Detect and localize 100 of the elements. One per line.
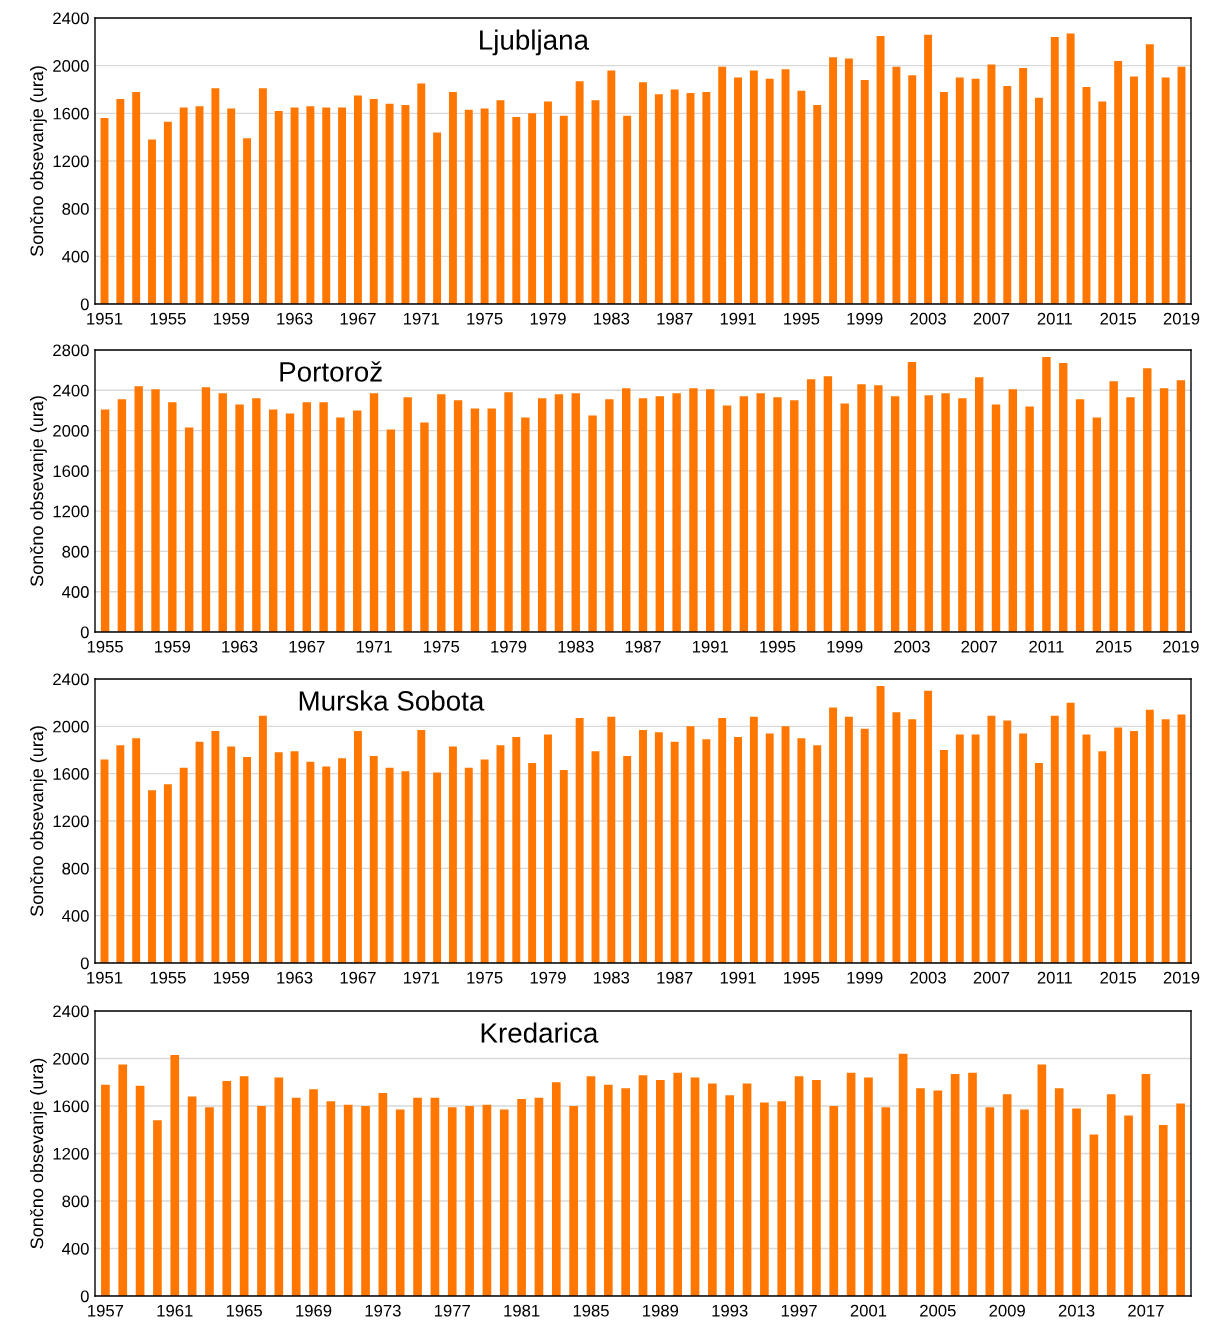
bar [1176,380,1186,632]
x-tick-label: 2011 [1037,971,1072,984]
x-tick-label: 2007 [961,640,997,653]
y-tick-label: 800 [62,1195,89,1208]
x-tick-label: 1955 [150,971,186,984]
bar [378,1092,388,1296]
bar [971,78,980,304]
x-tick-label: 1987 [657,312,693,325]
bar [1176,1103,1185,1296]
bar [179,767,188,963]
bar [326,1101,336,1296]
bar [306,761,315,963]
y-tick-label: 2000 [53,424,89,437]
bar [417,83,426,304]
x-tick-label: 2013 [1058,1304,1095,1317]
bar [274,1077,284,1296]
bar [892,712,901,963]
x-tick-label: 1977 [434,1304,470,1317]
bar [881,1107,891,1296]
x-tick-label: 2001 [850,1304,887,1317]
bar [163,121,172,304]
x-tick-label: 1979 [530,971,566,984]
bar [605,399,614,632]
x-tick-label: 1959 [213,312,249,325]
bar [205,1107,214,1296]
bar [290,107,299,304]
x-tick-label: 2005 [920,1304,956,1317]
y-tick-label: 2800 [53,344,89,357]
bar [898,1053,908,1296]
bar [464,109,473,304]
bar [132,738,141,963]
chart-title: Kredarica [481,1022,599,1043]
x-tick-label: 1969 [296,1304,332,1317]
bar [420,422,429,632]
bar [521,417,530,632]
bar [844,716,853,963]
x-tick-label: 1955 [87,640,123,653]
x-tick-label: 1971 [356,640,392,653]
y-tick-label: 2000 [53,720,89,733]
bar [417,729,426,963]
bar [361,1106,370,1296]
bar [1066,33,1075,304]
bar [797,90,806,304]
bar [1089,1134,1099,1296]
x-tick-label: 1959 [213,971,249,984]
bar [268,409,278,632]
bar [773,397,782,632]
bar [765,733,774,963]
bar [544,734,552,963]
bar [322,107,331,304]
bar [448,746,457,963]
x-tick-label: 1963 [277,312,313,325]
bar [1025,406,1034,632]
y-tick-label: 2400 [53,12,89,25]
bar [1158,1125,1168,1296]
bar [725,1095,735,1296]
bar [559,115,568,304]
bar [955,77,964,304]
bar [924,690,933,963]
x-tick-label: 2011 [1037,312,1072,325]
y-tick-label: 2400 [53,1005,89,1018]
bar [464,767,473,963]
bar [218,393,227,632]
bar [302,402,312,632]
bar [369,755,378,963]
y-tick-label: 2000 [53,1052,89,1065]
bar [689,388,698,632]
bar [702,739,711,963]
y-tick-label: 1600 [53,107,89,120]
bar [1019,68,1028,304]
bar [319,402,328,632]
bar [621,388,631,632]
bar [433,772,442,963]
x-tick-label: 1999 [847,971,883,984]
bar [812,1079,821,1296]
bar [499,1109,509,1296]
y-tick-label: 400 [62,586,89,598]
bar [336,417,345,632]
bar [544,101,552,304]
bar [222,1081,232,1296]
bar [353,731,362,963]
bar [1019,733,1028,963]
bar [985,1107,995,1296]
x-tick-label: 1991 [692,640,728,653]
bar [987,64,996,304]
bar [322,766,331,963]
bar [413,1097,422,1296]
bar [385,767,394,963]
bar [1145,44,1154,304]
x-tick-label: 1975 [467,312,503,325]
y-tick-label: 0 [80,298,89,311]
bar [958,398,967,632]
bar [101,1084,110,1296]
bar [100,409,110,632]
bar [987,715,996,963]
chart-title: Murska Sobota [299,690,485,711]
bar [257,1106,266,1296]
bar [823,376,833,632]
y-axis-title: Sončno obsevanje (ura) [29,726,47,917]
x-tick-label: 1967 [340,312,376,325]
